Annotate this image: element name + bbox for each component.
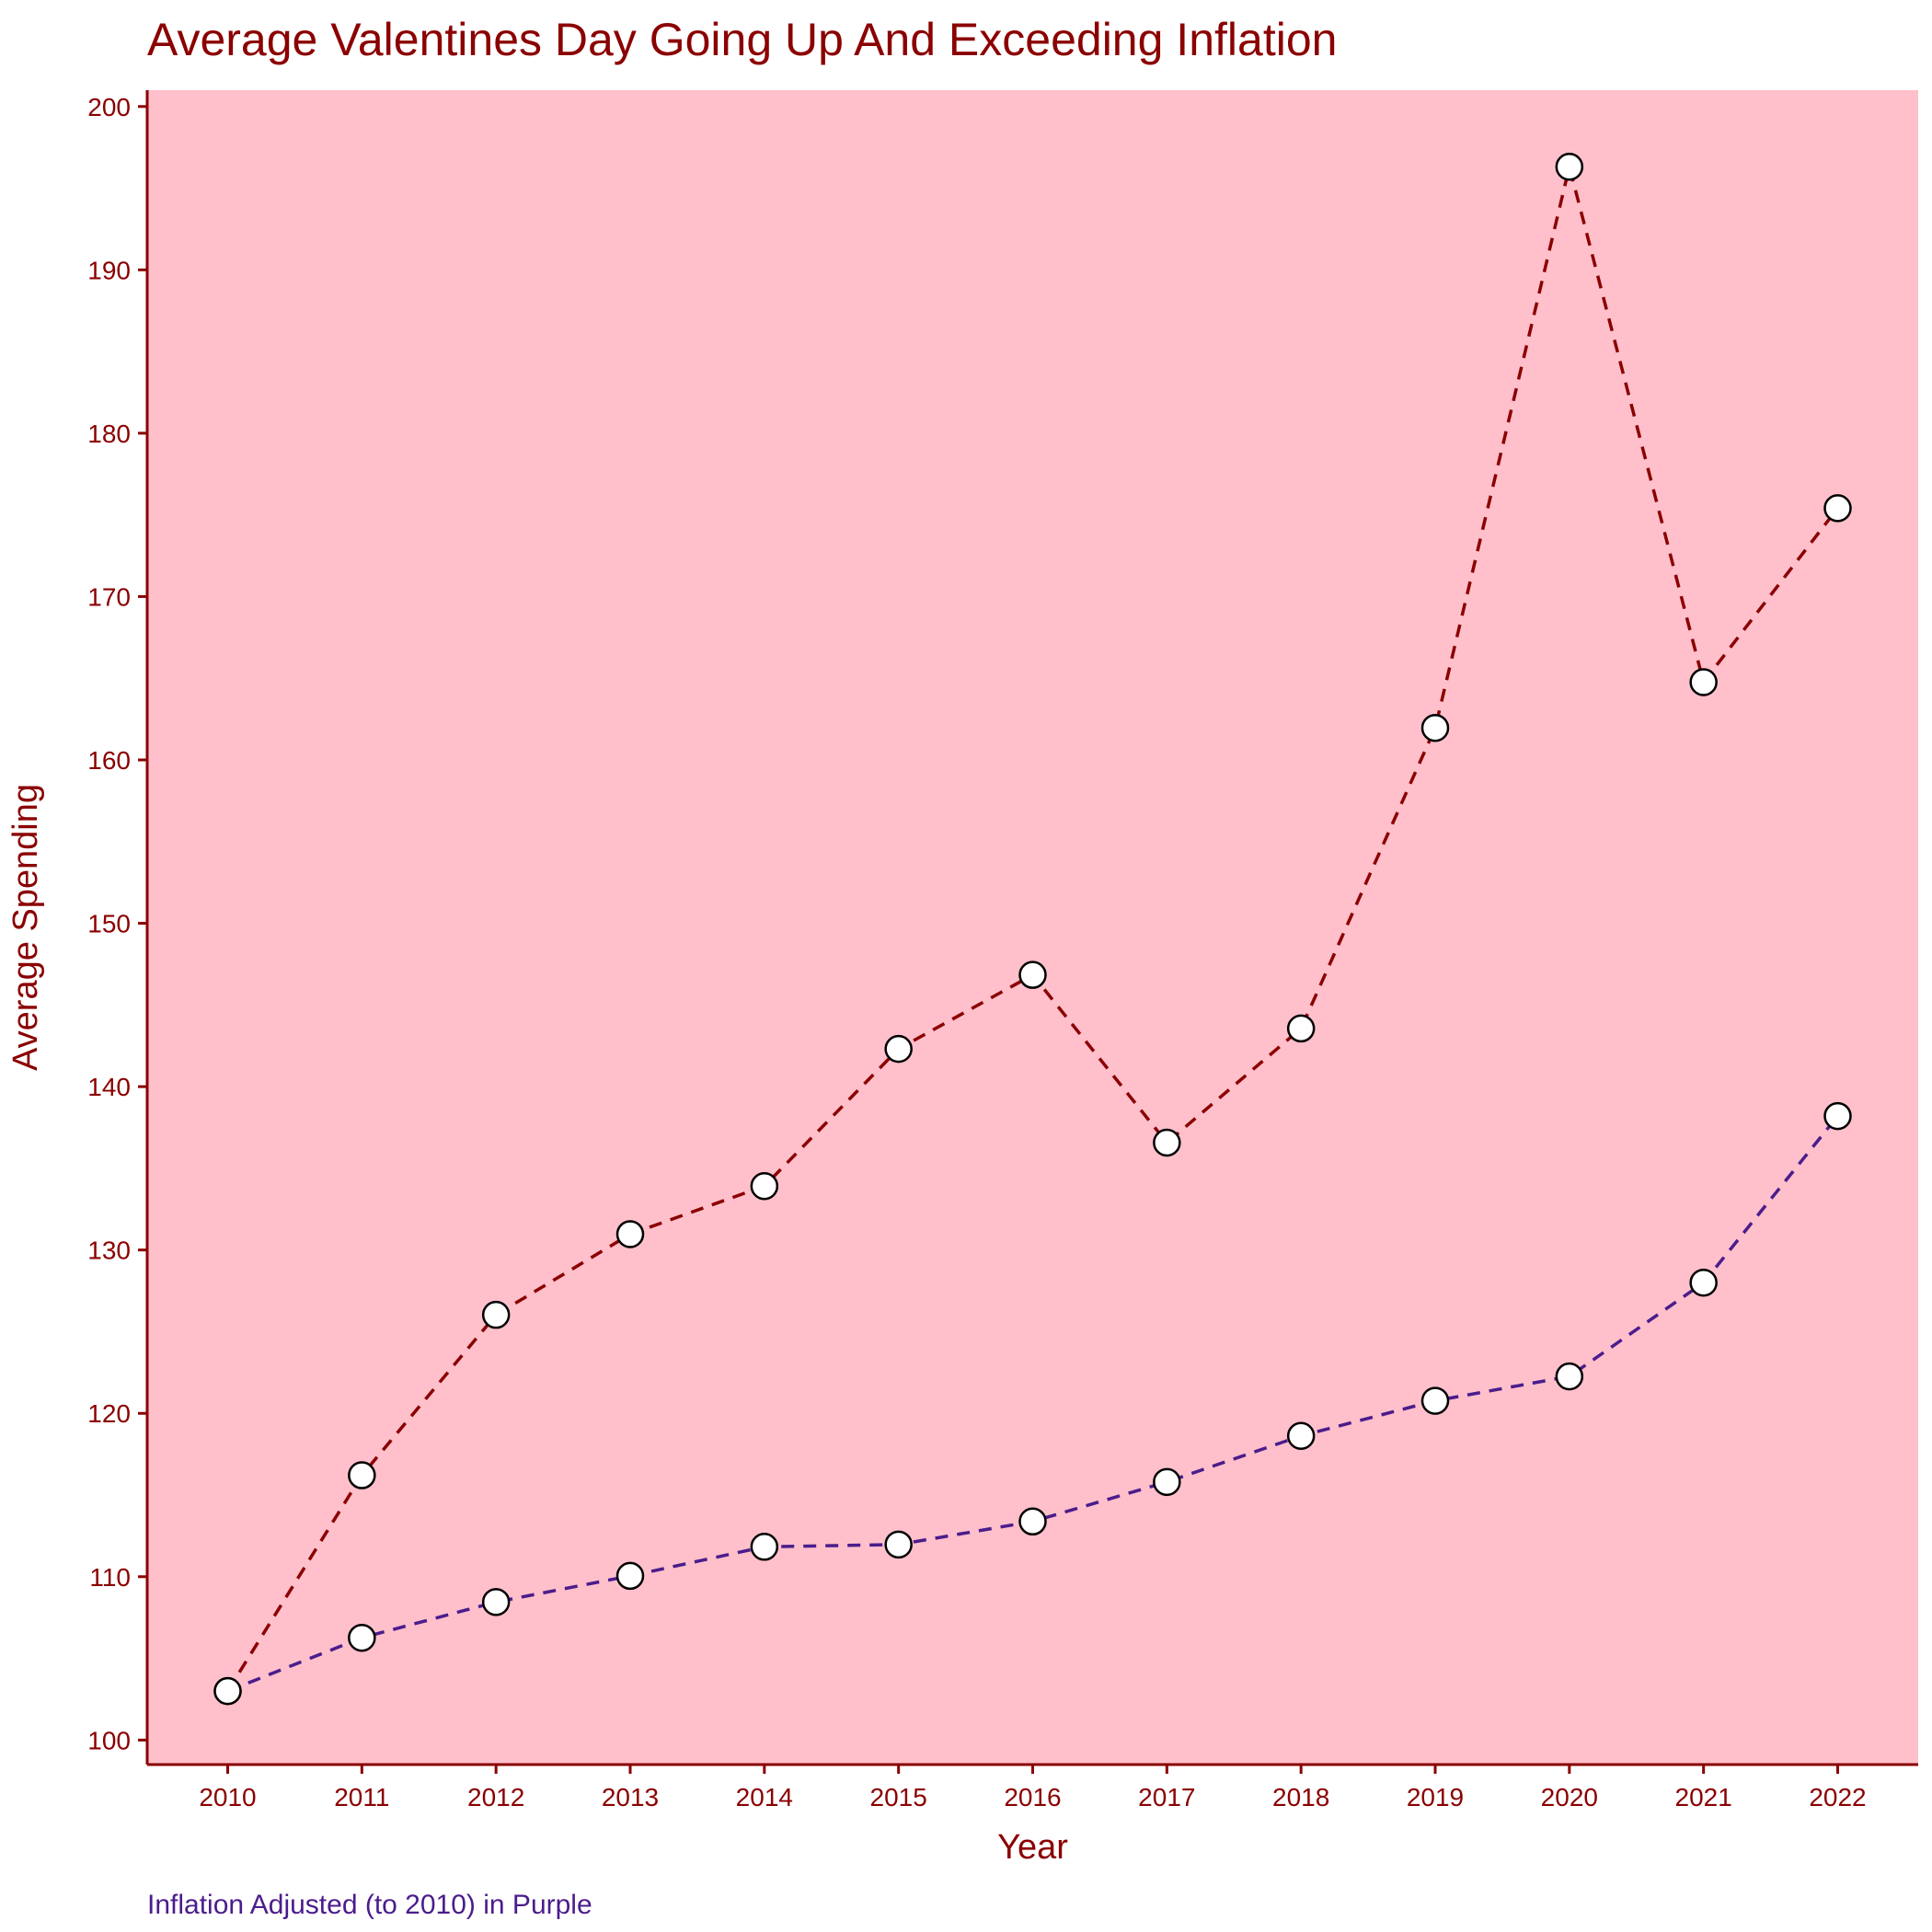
data-point — [1286, 1421, 1316, 1450]
x-axis-ticks: 2010 2011 2012 2013 2014 2015 2016 2017 2018 2019… — [199, 1765, 1867, 1811]
y-tick-label: 120 — [87, 1399, 131, 1428]
data-point — [1018, 960, 1047, 989]
points-layer — [213, 153, 1852, 1706]
x-tick-label: 2013 — [602, 1783, 659, 1811]
x-tick-label: 2022 — [1809, 1783, 1866, 1811]
x-tick-label: 2019 — [1407, 1783, 1464, 1811]
x-tick-label: 2017 — [1138, 1783, 1195, 1811]
data-point — [1555, 1362, 1584, 1391]
data-point — [1018, 1507, 1047, 1536]
x-axis-title: Year — [997, 1828, 1068, 1867]
y-tick-label: 100 — [87, 1726, 131, 1754]
data-point — [750, 1533, 779, 1561]
y-tick-label: 150 — [87, 910, 131, 938]
data-point — [1153, 1128, 1181, 1157]
y-tick-label: 130 — [87, 1236, 131, 1265]
x-tick-label: 2015 — [870, 1783, 927, 1811]
data-point — [348, 1623, 376, 1652]
data-point — [1555, 153, 1584, 181]
data-point — [1420, 1386, 1450, 1415]
data-point — [750, 1172, 779, 1201]
data-point — [1823, 494, 1852, 523]
x-tick-label: 2018 — [1272, 1783, 1329, 1811]
x-tick-label: 2010 — [199, 1783, 256, 1811]
x-tick-label: 2011 — [334, 1783, 389, 1811]
y-tick-label: 140 — [87, 1073, 131, 1101]
data-point — [884, 1530, 913, 1559]
y-axis-title: Average Spending — [6, 784, 45, 1071]
y-tick-label: 190 — [87, 256, 131, 284]
data-point — [1689, 668, 1718, 696]
y-tick-label: 200 — [87, 93, 131, 121]
data-point — [1420, 713, 1450, 742]
data-point — [615, 1220, 645, 1248]
chart-title: Average Valentines Day Going Up And Exce… — [147, 14, 1337, 65]
data-point — [1153, 1467, 1181, 1497]
data-point — [481, 1588, 511, 1616]
y-tick-label: 170 — [87, 582, 131, 611]
data-point — [1689, 1268, 1718, 1297]
data-point — [481, 1300, 511, 1329]
data-point — [1823, 1101, 1852, 1131]
y-axis-ticks: 100 110 120 130 140 150 160 170 180 190 200 — [87, 93, 147, 1754]
x-tick-label: 2021 — [1675, 1783, 1732, 1811]
x-tick-label: 2014 — [736, 1783, 793, 1811]
data-point — [884, 1034, 913, 1064]
y-tick-label: 160 — [87, 746, 131, 775]
y-tick-label: 110 — [89, 1563, 131, 1592]
x-tick-label: 2020 — [1541, 1783, 1598, 1811]
x-tick-label: 2016 — [1004, 1783, 1061, 1811]
data-point — [615, 1561, 645, 1591]
data-point — [1286, 1014, 1316, 1043]
chart-caption: Inflation Adjusted (to 2010) in Purple — [147, 1890, 592, 1920]
data-point — [213, 1676, 242, 1706]
data-point — [348, 1461, 376, 1489]
x-tick-label: 2012 — [467, 1783, 524, 1811]
y-tick-label: 180 — [87, 420, 131, 448]
